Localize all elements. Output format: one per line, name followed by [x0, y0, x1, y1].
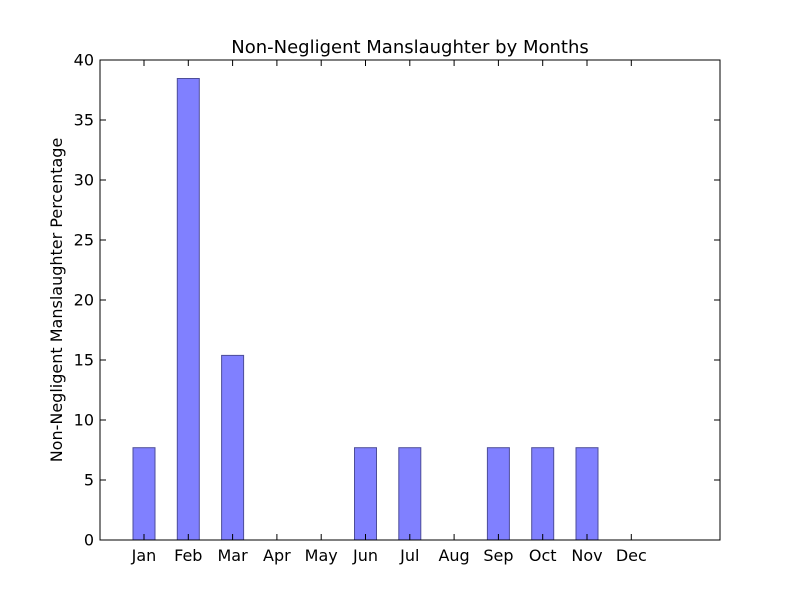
y-tick-label: 35 [74, 111, 94, 130]
bars-group [132, 78, 599, 541]
x-tick-label: Oct [529, 546, 557, 565]
y-tick-label: 0 [84, 531, 94, 550]
x-tick-label: May [305, 546, 338, 565]
y-axis-label: Non-Negligent Manslaughter Percentage [47, 138, 66, 463]
x-tick-label: Mar [218, 546, 249, 565]
bar-jan [132, 447, 156, 541]
y-axis: 0 5 10 15 20 25 30 35 40 [74, 51, 720, 550]
y-tick-label: 15 [74, 351, 94, 370]
x-tick-label: Feb [174, 546, 202, 565]
bar-nov [575, 447, 599, 541]
bar-oct [531, 447, 555, 541]
x-tick-label: Aug [438, 546, 469, 565]
bar-jul [398, 447, 422, 541]
x-tick-label: Apr [263, 546, 291, 565]
x-tick-label: Jan [131, 546, 157, 565]
y-tick-label: 5 [84, 471, 94, 490]
chart-title: Non-Negligent Manslaughter by Months [231, 37, 589, 58]
x-tick-label: Dec [616, 546, 647, 565]
bar-feb [176, 78, 200, 541]
bar-jun [354, 447, 377, 541]
y-tick-label: 40 [74, 51, 94, 70]
plot-area-frame [99, 59, 721, 541]
y-tick-label: 30 [74, 171, 94, 190]
x-tick-label: Jun [352, 546, 378, 565]
y-tick-label: 25 [74, 231, 94, 250]
y-tick-label: 10 [74, 411, 94, 430]
x-tick-label: Nov [571, 546, 602, 565]
bar-sep [486, 447, 510, 541]
x-axis: Jan Feb Mar Apr May Jun Jul Aug Sep Oct Nov Dec [131, 60, 647, 565]
y-tick-label: 20 [74, 291, 94, 310]
x-tick-label: Jul [399, 546, 419, 565]
bar-mar [221, 354, 245, 541]
x-tick-label: Sep [483, 546, 513, 565]
